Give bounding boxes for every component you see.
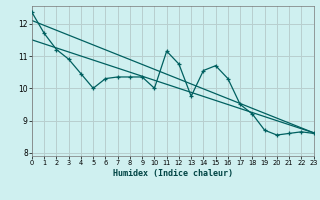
X-axis label: Humidex (Indice chaleur): Humidex (Indice chaleur): [113, 169, 233, 178]
